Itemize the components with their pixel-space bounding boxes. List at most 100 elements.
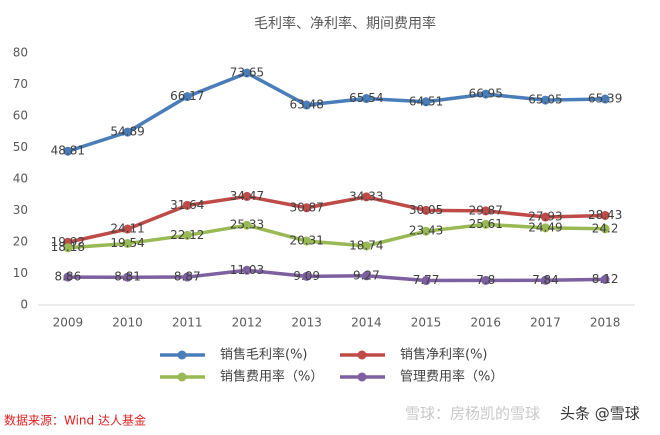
point bbox=[123, 127, 133, 137]
x-tick-label: 2012 bbox=[232, 316, 263, 330]
x-tick-label: 2018 bbox=[590, 316, 621, 330]
point bbox=[361, 94, 371, 104]
watermark: 头条 @雪球 bbox=[560, 405, 640, 423]
point bbox=[63, 243, 73, 253]
data-label: 9.09 bbox=[293, 269, 320, 283]
data-label: 20.31 bbox=[289, 234, 323, 248]
data-label: 66.95 bbox=[469, 87, 503, 101]
point bbox=[600, 274, 610, 284]
data-label: 66.17 bbox=[170, 89, 204, 103]
data-label: 63.48 bbox=[289, 98, 323, 112]
point bbox=[123, 224, 133, 234]
chart-title: 毛利率、净利率、期间费用率 bbox=[254, 15, 436, 32]
data-label: 48.81 bbox=[51, 144, 85, 158]
point bbox=[242, 191, 252, 201]
x-tick-label: 2015 bbox=[411, 316, 442, 330]
point bbox=[481, 275, 491, 285]
data-label: 11.03 bbox=[230, 263, 264, 277]
x-tick-label: 2014 bbox=[351, 316, 382, 330]
point bbox=[302, 100, 312, 110]
point bbox=[63, 272, 73, 282]
data-label: 8.12 bbox=[592, 272, 619, 286]
point bbox=[540, 95, 550, 105]
point bbox=[182, 230, 192, 240]
x-tick-label: 2013 bbox=[291, 316, 322, 330]
point bbox=[302, 203, 312, 213]
data-label: 23.43 bbox=[409, 224, 443, 238]
point bbox=[182, 272, 192, 282]
data-label: 54.89 bbox=[110, 125, 144, 139]
point bbox=[600, 224, 610, 234]
point bbox=[481, 89, 491, 99]
data-label: 24.11 bbox=[110, 222, 144, 236]
y-tick-label: 20 bbox=[13, 235, 28, 249]
data-label: 65.05 bbox=[528, 93, 562, 107]
y-tick-label: 70 bbox=[13, 77, 28, 91]
y-tick-label: 30 bbox=[13, 203, 28, 217]
y-tick-label: 40 bbox=[13, 172, 28, 186]
data-label: 29.87 bbox=[469, 203, 503, 217]
legend-label: 销售净利率(%) bbox=[400, 347, 488, 363]
legend-label: 管理费用率（%） bbox=[400, 369, 503, 385]
data-label: 30.87 bbox=[289, 200, 323, 214]
data-label: 19.92 bbox=[51, 235, 85, 249]
point bbox=[242, 265, 252, 275]
data-label: 25.33 bbox=[230, 218, 264, 232]
series-line bbox=[67, 268, 606, 283]
source-note: 数据来源：Wind 达人基金 bbox=[4, 413, 146, 428]
point bbox=[361, 241, 371, 251]
data-label: 8.81 bbox=[114, 270, 141, 284]
point bbox=[242, 220, 252, 230]
point bbox=[600, 210, 610, 220]
legend-marker bbox=[177, 372, 187, 382]
x-tick-label: 2011 bbox=[172, 316, 203, 330]
y-tick-label: 60 bbox=[13, 109, 28, 123]
point bbox=[302, 236, 312, 246]
data-label: 7.77 bbox=[413, 273, 440, 287]
watermark: 雪球：房杨凯的雪球 bbox=[405, 405, 540, 423]
point bbox=[242, 68, 252, 78]
point bbox=[302, 271, 312, 281]
data-label: 65.39 bbox=[588, 92, 622, 106]
data-label: 8.86 bbox=[54, 270, 81, 284]
series-line bbox=[67, 222, 606, 250]
x-tick-label: 2010 bbox=[112, 316, 143, 330]
point bbox=[421, 97, 431, 107]
point bbox=[182, 200, 192, 210]
point bbox=[421, 205, 431, 215]
data-label: 22.12 bbox=[170, 228, 204, 242]
data-label: 9.27 bbox=[353, 268, 380, 282]
point bbox=[361, 192, 371, 202]
point bbox=[540, 223, 550, 233]
x-tick-label: 2016 bbox=[470, 316, 501, 330]
point bbox=[123, 272, 133, 282]
data-label: 24.49 bbox=[528, 220, 562, 234]
data-label: 24.2 bbox=[592, 221, 619, 235]
data-label: 64.51 bbox=[409, 94, 443, 108]
y-tick-label: 80 bbox=[13, 46, 28, 60]
data-label: 7.8 bbox=[476, 273, 495, 287]
data-label: 7.84 bbox=[532, 273, 559, 287]
legend-marker bbox=[177, 350, 187, 360]
legend-marker bbox=[357, 372, 367, 382]
y-tick-label: 0 bbox=[20, 298, 28, 312]
y-tick-label: 10 bbox=[13, 266, 28, 280]
data-label: 30.05 bbox=[409, 203, 443, 217]
x-tick-label: 2017 bbox=[530, 316, 561, 330]
point bbox=[481, 206, 491, 216]
data-label: 27.93 bbox=[528, 210, 562, 224]
point bbox=[361, 271, 371, 281]
x-tick-label: 2009 bbox=[53, 316, 84, 330]
data-label: 18.74 bbox=[349, 238, 383, 252]
data-label: 19.54 bbox=[110, 236, 144, 250]
data-label: 34.33 bbox=[349, 189, 383, 203]
point bbox=[421, 226, 431, 236]
point bbox=[481, 219, 491, 229]
data-label: 34.47 bbox=[230, 189, 264, 203]
point bbox=[540, 275, 550, 285]
data-label: 73.65 bbox=[230, 66, 264, 80]
series-line bbox=[67, 71, 606, 153]
data-label: 31.64 bbox=[170, 198, 204, 212]
data-label: 8.87 bbox=[174, 270, 201, 284]
